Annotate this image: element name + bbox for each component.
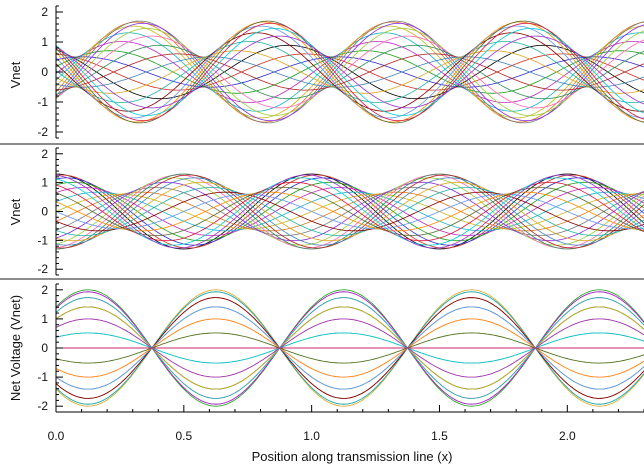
mid-series-line-12: [56, 173, 644, 250]
top-series-line-1: [55, 53, 644, 91]
middle-series-lines: [55, 173, 644, 250]
top-series-line-4: [55, 41, 644, 103]
x-tick-label: 1.5: [431, 429, 448, 443]
top-series-line-13: [55, 53, 644, 91]
bottom-series-lines: [55, 289, 644, 407]
x-tick-label: 0.5: [175, 429, 192, 443]
bot-y-tick-label: -2: [37, 399, 48, 413]
x-tick-label: 0.0: [48, 429, 65, 443]
bot-y-tick-label: 2: [41, 283, 48, 297]
mid-series-line-19: [55, 191, 644, 232]
mid-y-tick-label: 2: [41, 147, 48, 161]
bot-y-tick-label: 1: [41, 312, 48, 326]
x-axis: 0.0 0.5 1.0 1.5 2.0: [48, 405, 644, 443]
x-tick-label: 2.0: [559, 429, 576, 443]
mid-series-line-17: [55, 191, 644, 232]
x-axis-label: Position along transmission line (x): [252, 449, 453, 464]
bot-y-tick-label: -1: [37, 370, 48, 384]
top-series-line-9: [55, 22, 644, 122]
middle-panel: -2 -1 0 1 2 Vnet: [8, 147, 644, 276]
bot-series-line-18: [55, 306, 644, 390]
top-series-line-16: [55, 41, 644, 103]
bottom-y-axis-label: Net Voltage (Vnet): [8, 295, 23, 401]
mid-y-tick-label: -1: [37, 233, 48, 247]
top-series-line-21: [55, 22, 644, 122]
bot-series-line-20: [55, 332, 644, 364]
mid-y-tick-label: 0: [41, 205, 48, 219]
mid-series-line-11: [55, 174, 644, 249]
top-y-tick-label: 2: [41, 5, 48, 19]
top-series-line-15: [55, 50, 644, 94]
mid-series-line-9: [55, 181, 644, 242]
middle-y-axis: -2 -1 0 1 2: [37, 147, 63, 276]
top-series-line-12: [55, 44, 644, 100]
bot-series-line-22: [55, 332, 644, 364]
top-series-line-10: [55, 28, 644, 116]
top-panel: -2 -1 0 1 2 Vnet: [8, 5, 644, 139]
mid-series-line-14: [55, 177, 644, 246]
mid-series-line-23: [55, 174, 644, 249]
top-y-axis: -2 -1 0 1 2: [37, 5, 63, 139]
mid-y-tick-label: 1: [41, 176, 48, 190]
top-y-tick-label: 0: [41, 65, 48, 79]
top-series-line-22: [55, 28, 644, 116]
top-series-line-11: [55, 35, 644, 109]
top-y-tick-label: -1: [37, 95, 48, 109]
bot-series-line-23: [55, 318, 644, 378]
mid-series-line-3: [55, 181, 644, 242]
top-y-axis-label: Vnet: [8, 61, 23, 88]
mid-series-line-21: [55, 181, 644, 242]
top-y-tick-label: -2: [37, 125, 48, 139]
mid-series-line-15: [55, 181, 644, 242]
top-series-line-23: [55, 35, 644, 109]
mid-series-line-20: [55, 187, 644, 236]
bot-series-line-6: [55, 306, 644, 390]
top-series-lines: [55, 20, 644, 124]
bot-series-line-19: [55, 318, 644, 378]
mid-y-tick-label: -2: [37, 262, 48, 276]
bottom-panel: -2 -1 0 1 2 Net Voltage (Vnet): [8, 283, 644, 413]
x-tick-label: 1.0: [303, 429, 320, 443]
top-series-line-17: [55, 32, 644, 112]
mid-series-line-13: [55, 174, 644, 249]
mid-series-line-18: [55, 193, 644, 230]
mid-series-line-16: [55, 187, 644, 236]
bottom-y-axis: -2 -1 0 1 2: [37, 283, 63, 413]
middle-y-axis-label: Vnet: [8, 198, 23, 225]
top-series-line-3: [55, 50, 644, 94]
bot-y-tick-label: 0: [41, 341, 48, 355]
top-y-tick-label: 1: [41, 35, 48, 49]
top-series-line-14: [55, 56, 644, 88]
top-series-line-2: [55, 56, 644, 88]
